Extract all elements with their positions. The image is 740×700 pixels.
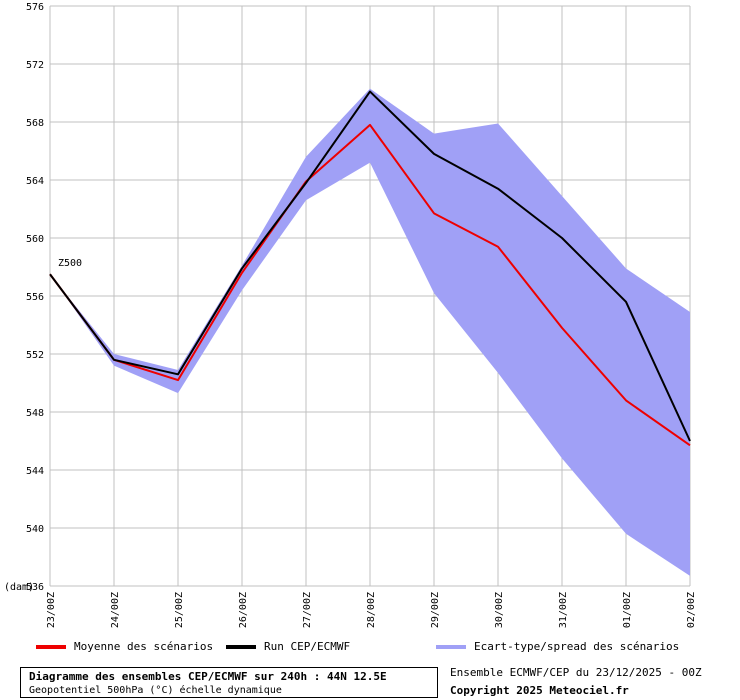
legend-mean: Moyenne des scénarios <box>36 640 213 653</box>
x-tick-label: 28/00Z <box>366 592 377 628</box>
run-info: Ensemble ECMWF/CEP du 23/12/2025 - 00Z <box>450 666 702 679</box>
legend-mean-label: Moyenne des scénarios <box>74 640 214 653</box>
chart-subtitle: Geopotentiel 500hPa (°C) échelle dynamiq… <box>29 685 282 696</box>
x-tick-label: 30/00Z <box>494 592 505 628</box>
y-tick-label: 544 <box>26 466 44 477</box>
x-tick-label: 24/00Z <box>110 592 121 628</box>
y-tick-label: 576 <box>26 2 44 13</box>
y-tick-label: 548 <box>26 408 44 419</box>
x-tick-label: 23/00Z <box>46 592 57 628</box>
legend-spread-swatch <box>436 644 466 649</box>
mean-line <box>49 123 691 447</box>
spread-area <box>50 88 690 576</box>
spread-band <box>50 88 690 576</box>
y-tick-label: 540 <box>26 524 44 535</box>
y-tick-label: 536 <box>26 582 44 593</box>
x-tick-label: 26/00Z <box>238 592 249 628</box>
legend-run-label: Run CEP/ECMWF <box>264 640 351 653</box>
x-tick-label: 31/00Z <box>558 592 569 628</box>
chart-title-box: Diagramme des ensembles CEP/ECMWF sur 24… <box>20 667 438 698</box>
legend-spread: Ecart-type/spread des scénarios <box>436 640 679 653</box>
copyright: Copyright 2025 Meteociel.fr <box>450 684 629 697</box>
y-tick-label: 568 <box>26 118 44 129</box>
x-tick-label: 01/00Z <box>622 592 633 628</box>
y-tick-label: 552 <box>26 350 44 361</box>
chart-lines <box>49 90 691 447</box>
unit-label: (dam) <box>4 582 34 593</box>
x-tick-label: 27/00Z <box>302 592 313 628</box>
y-tick-label: 572 <box>26 60 44 71</box>
run-line <box>49 90 691 442</box>
legend-spread-label: Ecart-type/spread des scénarios <box>474 640 680 653</box>
x-tick-label: 25/00Z <box>174 592 185 628</box>
series-label: Z500 <box>58 258 82 269</box>
x-tick-label: 29/00Z <box>430 592 441 628</box>
legend-run: Run CEP/ECMWF <box>226 640 350 653</box>
legend-mean-swatch <box>36 644 66 649</box>
y-tick-label: 560 <box>26 234 44 245</box>
y-tick-label: 564 <box>26 176 44 187</box>
x-tick-label: 02/00Z <box>686 592 697 628</box>
y-tick-label: 556 <box>26 292 44 303</box>
chart-title: Diagramme des ensembles CEP/ECMWF sur 24… <box>29 670 387 683</box>
legend-run-swatch <box>226 644 256 649</box>
